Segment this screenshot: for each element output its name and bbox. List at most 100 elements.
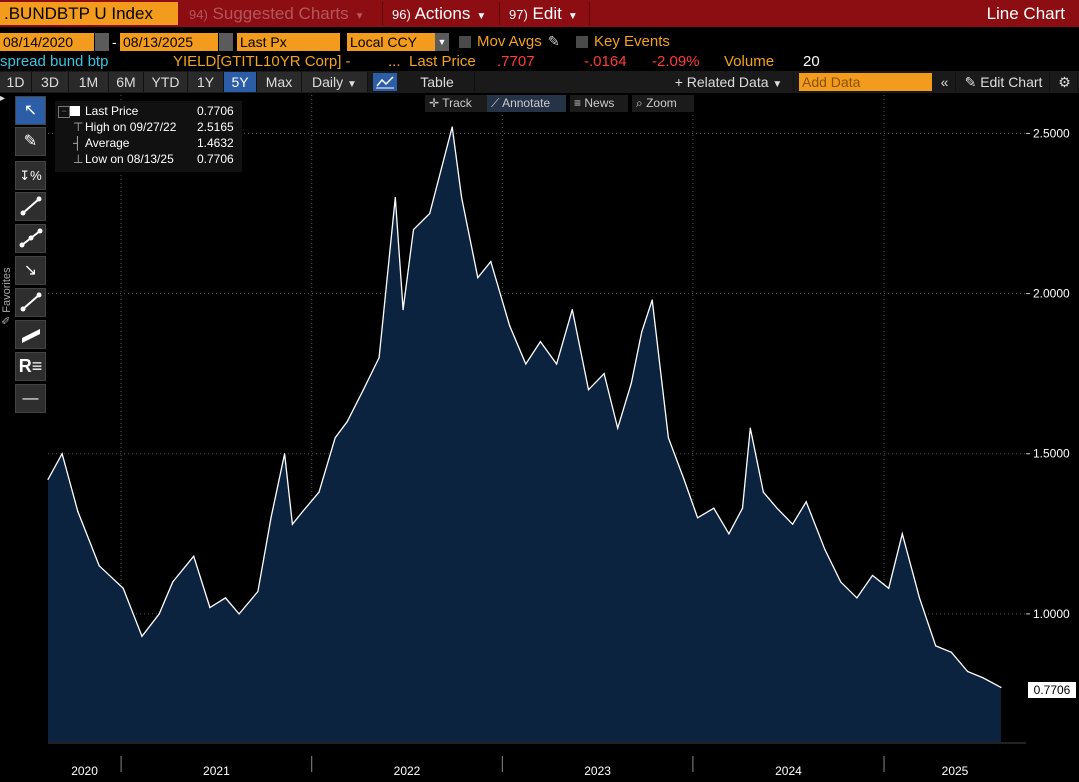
chevron-down-icon: ▼	[567, 11, 578, 22]
favorites-label: Favorites	[1, 267, 13, 313]
data-point	[840, 581, 842, 583]
favorites-tab[interactable]: ✎ Favorites	[0, 245, 14, 325]
data-point	[378, 357, 380, 359]
news-icon: ≡	[574, 96, 582, 110]
multi-point-line-icon[interactable]	[15, 224, 46, 253]
period-5y[interactable]: 5Y	[224, 72, 257, 92]
data-point	[362, 389, 365, 391]
data-point	[713, 507, 715, 509]
data-point	[651, 299, 653, 301]
period-3d[interactable]: 3D	[32, 72, 69, 92]
data-point	[302, 510, 304, 512]
calendar-icon[interactable]	[95, 33, 109, 51]
data-point	[888, 587, 890, 589]
start-date-field[interactable]: 08/14/2020	[0, 33, 94, 51]
arrow-down-right-icon[interactable]: ↘	[15, 256, 46, 285]
legend-high-label: High on 09/27/22	[85, 120, 177, 134]
series-line	[47, 126, 1002, 688]
suggested-charts-menu[interactable]: 94) Suggested Charts ▼	[183, 2, 383, 25]
period-1d[interactable]: 1D	[0, 72, 32, 92]
collapse-legend-icon[interactable]: −	[58, 106, 70, 118]
regression-icon[interactable]: R≡	[15, 352, 46, 381]
actions-menu[interactable]: 96) Actions ▼	[386, 2, 500, 25]
ticker-field[interactable]: .BUNDBTP U Index	[0, 2, 178, 25]
data-point	[587, 389, 590, 391]
data-point	[460, 196, 463, 199]
zoom-label: Zoom	[646, 96, 677, 110]
edit-chart-label: Edit Chart	[980, 74, 1043, 90]
data-point	[193, 555, 195, 557]
mov-avgs-checkbox[interactable]	[459, 36, 471, 48]
end-date-field[interactable]: 08/13/2025	[120, 33, 218, 51]
horizontal-line-icon[interactable]: —	[15, 384, 46, 413]
channel-icon[interactable]	[15, 320, 46, 349]
data-point	[966, 670, 969, 673]
data-point	[77, 510, 79, 512]
data-point	[158, 613, 160, 615]
mov-avgs-label[interactable]: Mov Avgs	[477, 33, 542, 50]
key-events-checkbox[interactable]	[576, 36, 588, 48]
edit-chart-button[interactable]: ✎ Edit Chart	[958, 72, 1050, 92]
menu-label: Edit	[532, 4, 562, 23]
table-button[interactable]: Table	[400, 72, 475, 92]
period-1m[interactable]: 1M	[69, 72, 109, 92]
menu-number: 97)	[509, 7, 528, 22]
add-data-input[interactable]: Add Data	[799, 73, 932, 91]
crosshair-icon: ✛	[429, 96, 440, 110]
average-marker-icon: ┤	[73, 136, 82, 150]
currency-selector[interactable]: Local CCY	[347, 33, 435, 51]
key-events-label[interactable]: Key Events	[594, 33, 670, 50]
calendar-icon[interactable]	[219, 33, 233, 51]
data-point	[509, 325, 511, 327]
annotate-button[interactable]: ⟋ Annotate	[487, 95, 566, 112]
data-point	[697, 517, 699, 519]
data-point	[346, 421, 348, 423]
news-button[interactable]: ≡ News	[570, 95, 628, 112]
expand-arrow-icon[interactable]: ▸	[0, 93, 6, 104]
related-data-dropdown[interactable]: + Related Data ▼	[664, 72, 794, 92]
zoom-button[interactable]: ⌕ Zoom	[632, 95, 694, 112]
data-point	[98, 565, 100, 567]
data-point	[871, 574, 874, 577]
data-point	[667, 437, 669, 439]
price-change: -.0164	[584, 53, 627, 70]
last-price-label: Last Price	[409, 53, 476, 70]
draw-icon[interactable]: ✎	[15, 127, 46, 156]
y-tick-label: 2.5000	[1033, 126, 1070, 140]
line-chart-icon[interactable]	[373, 73, 397, 91]
data-point	[571, 308, 573, 311]
frequency-label: Daily	[312, 74, 344, 90]
pencil-icon[interactable]: ✎	[548, 33, 560, 49]
gear-icon[interactable]: ⚙	[1052, 72, 1078, 92]
chart-area[interactable]: 1.0000 1.5000 2.0000 2.5000 2020 2021 2022 2023…	[0, 93, 1079, 782]
collapse-icon[interactable]: «	[934, 72, 956, 92]
period-max[interactable]: Max	[257, 72, 302, 92]
news-label: News	[584, 96, 615, 110]
track-label: Track	[442, 96, 472, 110]
data-point	[477, 276, 479, 279]
edit-menu[interactable]: 97) Edit ▼	[503, 2, 590, 25]
volume-value: 20	[803, 53, 820, 70]
data-point	[122, 587, 124, 589]
data-point	[918, 597, 921, 599]
data-point	[257, 590, 259, 593]
chart-legend[interactable]: − Last Price 0.7706 ⊤ High on 09/27/22 2…	[55, 101, 242, 172]
cursor-icon[interactable]: ↖	[15, 96, 46, 125]
trendline-icon[interactable]	[15, 192, 46, 221]
yield-label: YIELD[GTITL10YR Corp] -	[173, 53, 351, 70]
chevron-down-icon[interactable]: ▼	[435, 33, 449, 51]
period-1y[interactable]: 1Y	[188, 72, 224, 92]
frequency-dropdown[interactable]: Daily ▼	[302, 72, 368, 92]
percent-change-icon[interactable]: ↧%	[15, 161, 46, 190]
plus-icon: +	[674, 74, 683, 90]
field-selector[interactable]: Last Px	[237, 33, 340, 51]
ellipsis[interactable]: ...	[388, 53, 401, 70]
last-price-value: .7707	[497, 53, 535, 70]
period-ytd[interactable]: YTD	[144, 72, 188, 92]
x-tick-label: 2023	[584, 764, 611, 778]
data-point	[856, 597, 858, 599]
segment-line-icon[interactable]	[15, 288, 46, 317]
chart-type-title: Line Chart	[986, 4, 1065, 23]
data-point	[641, 331, 643, 333]
period-6m[interactable]: 6M	[109, 72, 144, 92]
